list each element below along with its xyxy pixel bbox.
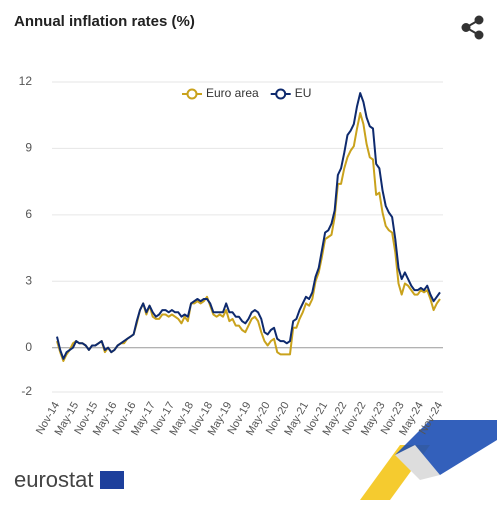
eu-flag xyxy=(100,471,124,489)
logo: eurostat xyxy=(14,467,94,492)
y-tick-label: 0 xyxy=(25,340,32,354)
series-line xyxy=(56,112,441,362)
decoration xyxy=(360,420,497,500)
legend-marker xyxy=(186,88,198,100)
legend-marker xyxy=(275,88,287,100)
y-tick-label: 6 xyxy=(25,207,32,221)
share-icon[interactable] xyxy=(461,15,484,40)
legend-label: EU xyxy=(295,86,312,100)
y-tick-label: 9 xyxy=(25,141,32,155)
y-tick-label: 12 xyxy=(19,74,33,88)
chart-title: Annual inflation rates (%) xyxy=(14,13,195,30)
series-line xyxy=(56,92,441,360)
y-tick-label: -2 xyxy=(21,384,32,398)
y-tick-label: 3 xyxy=(25,273,32,287)
legend-label: Euro area xyxy=(206,86,259,100)
